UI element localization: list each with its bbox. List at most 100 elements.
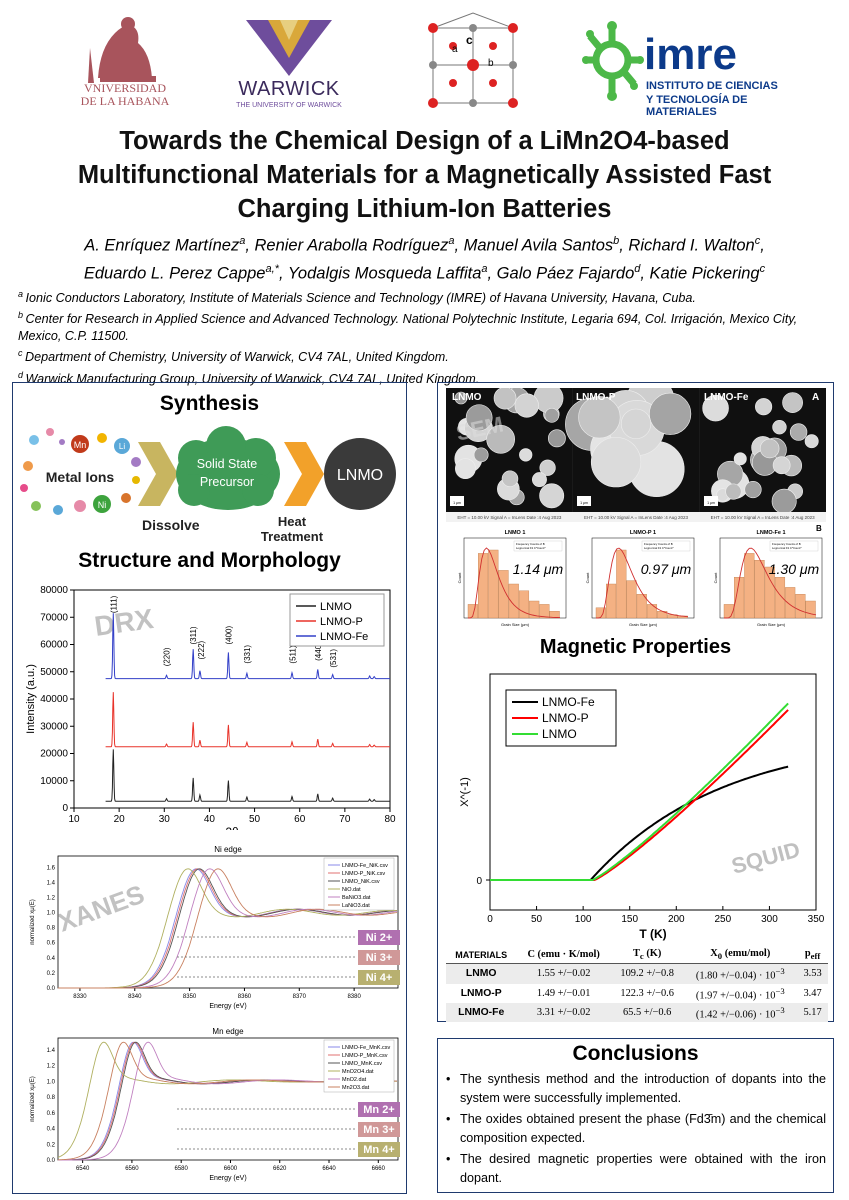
lnmo-product-circle: [324, 438, 396, 510]
crystal-axis-b: b: [488, 58, 494, 69]
xanes-legend-label: LNMO-Fe_MnK.csv: [342, 1045, 391, 1051]
squid-ytick-label: 0: [476, 876, 482, 887]
metal-ions-label: Metal Ions: [46, 469, 115, 485]
table-body: LNMO 1.55 +/−0.02 109.2 +/−0.8 (1.80 +/−0.0…: [446, 963, 828, 1023]
sem-particle: [547, 429, 566, 448]
drx-peak-label: (531): [329, 649, 338, 668]
authors-line-1: A. Enríquez Martíneza, Renier Arabolla R…: [0, 230, 849, 258]
author-affil-mark: d: [634, 262, 641, 275]
drx-series-lnmo-fe: [105, 613, 390, 680]
affiliations: a Ionic Conductors Laboratory, Institute…: [18, 286, 833, 388]
hist-xlabel: Grain Size (μm): [757, 622, 786, 627]
xanes-legend-label: LNMO_NiK.csv: [342, 879, 380, 885]
squid-chart: 0 50 100 150 200 250 300 350 T (K) X^(-1) 0 SQUID LN…: [459, 673, 825, 941]
hist-bar: [467, 604, 478, 619]
crystal-structure-logo: a c b: [418, 8, 528, 112]
oxidation-badge: [358, 950, 400, 965]
squid-legend: [505, 689, 617, 747]
conclusions-heading: Conclusions: [572, 1042, 699, 1065]
hist-bar: [723, 604, 734, 619]
havana-seal-icon: [88, 17, 156, 83]
xanes-legend-label: MnO2.dat: [342, 1077, 367, 1083]
warwick-v-icon: [246, 20, 332, 76]
xanes-ytick-label: 0.8: [47, 1095, 56, 1101]
table-row: LNMO-P 1.49 +/−0.01 122.3 +/−0.6 (1.97 +/−0…: [446, 984, 828, 1003]
table-header-cell: MATERIALS: [446, 946, 517, 965]
sem-particle: [578, 396, 621, 439]
sem-particle: [473, 447, 489, 463]
hist-legend-label: Frequency Counts of B: [772, 542, 801, 546]
author-name: , Yodalgis Mosqueda Laffita: [278, 264, 482, 282]
drx-peak-label: (220): [163, 647, 172, 666]
xanes-ytick-label: 0.4: [47, 956, 56, 962]
hist-bar: [795, 593, 806, 619]
xanes-legend-label: Mn2O3.dat: [342, 1085, 370, 1091]
authors: A. Enríquez Martíneza, Renier Arabolla R…: [0, 230, 849, 285]
squid-xtick-label: 0: [487, 914, 493, 925]
sem-particle: [590, 437, 642, 488]
hist-bar: [774, 577, 786, 619]
xanes-legend-label: NiO.dat: [342, 887, 361, 893]
xanes-frame: [57, 855, 399, 989]
author-affil-mark: a,*: [265, 262, 279, 275]
sem-scale-label: 1 μm: [707, 501, 715, 505]
hist-bar: [616, 549, 627, 619]
drx-xtick-label: 10: [68, 814, 80, 825]
squid-legend-label: LNMO-P: [542, 711, 589, 725]
ion-label-ni: Ni: [98, 500, 107, 510]
drx-ytick-label: 80000: [40, 585, 68, 596]
drx-xtick-label: 30: [159, 814, 171, 825]
hist-bar: [478, 553, 489, 619]
drx-peak-label: (331): [243, 645, 252, 664]
hist-bar: [498, 570, 509, 619]
squid-xtick-label: 100: [575, 914, 592, 925]
affiliation-item: a Ionic Conductors Laboratory, Institute…: [18, 289, 696, 306]
sem-scale-label: 1 μm: [453, 501, 461, 505]
sem-footer-2: EHT = 10.00 kV Signal A = InLens Date :4…: [583, 514, 688, 520]
squid-xlabel: T (K): [639, 927, 666, 941]
author-affil-mark: c: [754, 235, 761, 247]
drx-ytick-label: 0: [62, 803, 68, 814]
drx-ytick-label: 70000: [40, 612, 68, 623]
squid-xtick-label: 350: [808, 914, 825, 925]
hist-legend-label: Frequency Counts of B: [644, 542, 673, 546]
hist-bar: [734, 577, 745, 619]
sem-footer-3: EHT = 10.00 kV Signal A = InLens Date :4…: [710, 514, 815, 520]
imre-name: imre: [644, 30, 737, 79]
hist-bar: [626, 580, 637, 619]
table-cell: (1.42 +/−0.06) · 10−3: [683, 1003, 798, 1023]
sem-particle: [501, 470, 519, 487]
hist-title: LNMO-Fe 1: [756, 530, 785, 536]
hist-title: LNMO-P 1: [630, 530, 656, 536]
imre-sub1: INSTITUTO DE CIENCIAS: [646, 80, 778, 92]
warwick-subtitle: THE UNIVERSITY OF WARWICK: [236, 102, 342, 109]
xanes-ni-chart: Ni edge 0.0 0.2 0.4 0.6 0.8 1.0 1.2 1.4 1.6 8330 83…: [30, 845, 400, 1010]
author-affil-mark: a: [239, 235, 246, 247]
author-affil-mark: a: [481, 262, 488, 275]
hist-ylabel: Count: [585, 572, 590, 584]
drx-xtick-label: 40: [204, 814, 216, 825]
lnmo-product-label: LNMO: [337, 467, 383, 484]
left-panel: [12, 382, 407, 1194]
xanes-ytick-label: 0.6: [47, 1111, 56, 1117]
poster-title: Towards the Chemical Design of a LiMn2O4…: [77, 127, 772, 223]
drx-peak-label: (311): [189, 626, 198, 644]
xanes-legend-label: LNMO-Fe_NiK.csv: [342, 863, 388, 869]
xanes-ytick-label: 1.2: [47, 895, 56, 901]
table-header-cell: Tc (K): [610, 946, 684, 965]
sem-label-lnmo-p: LNMO-P: [576, 392, 616, 403]
havana-university-logo: VNIVERSIDAD DE LA HABANA: [70, 8, 180, 110]
drx-peak-label: (400): [224, 625, 233, 644]
sem-micrograph-image: 1 μm 1 μm 1 μm: [446, 376, 826, 514]
xanes-mn-chart: Mn edge 0.0 0.2 0.4 0.6 0.8 1.0 1.2 1.4 6540 6560 6…: [30, 1027, 400, 1182]
table-cell: LNMO-P: [460, 987, 502, 999]
hist-legend: [513, 540, 563, 552]
conclusions-list: The synthesis method and the introductio…: [446, 1070, 826, 1190]
table-cell: 1.49 +/−0.01: [536, 987, 591, 999]
drx-ylabel: Intensity (a.u.): [25, 664, 37, 734]
hist-legend: [769, 540, 819, 552]
author-name: , Richard I. Walton: [619, 236, 755, 255]
sem-scale-label: 1 μm: [580, 501, 588, 505]
sem-particle: [465, 404, 493, 432]
